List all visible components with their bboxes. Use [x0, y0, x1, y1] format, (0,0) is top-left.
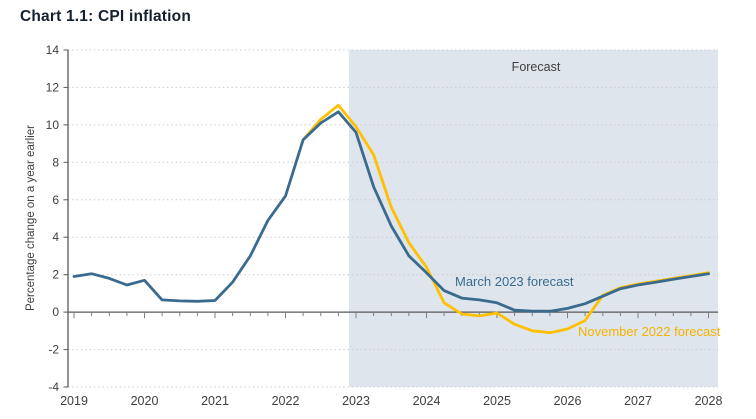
x-tick-label: 2027 [624, 394, 652, 408]
y-tick-label: -4 [48, 380, 59, 394]
series-label-march-2023-forecast: March 2023 forecast [455, 274, 574, 289]
x-tick-label: 2028 [695, 394, 723, 408]
x-tick-label: 2025 [483, 394, 511, 408]
forecast-region-label: Forecast [511, 60, 561, 74]
x-tick-label: 2023 [342, 394, 370, 408]
x-tick-label: 2019 [60, 394, 88, 408]
x-tick-label: 2022 [272, 394, 300, 408]
y-tick-label: 8 [52, 155, 59, 169]
chart-title: Chart 1.1: CPI inflation [20, 8, 192, 25]
y-tick-label: 10 [46, 118, 60, 132]
x-tick-label: 2021 [201, 394, 229, 408]
y-tick-label: 2 [52, 268, 59, 282]
x-tick-label: 2024 [413, 394, 441, 408]
y-tick-label: 6 [52, 193, 59, 207]
y-tick-label: 12 [46, 80, 60, 94]
x-tick-label: 2026 [554, 394, 582, 408]
series-line-march-2023-forecast [72, 110, 710, 313]
series-label-november-2022-forecast: November 2022 forecast [578, 324, 721, 339]
y-tick-label: 0 [52, 305, 59, 319]
y-tick-label: -2 [48, 343, 59, 357]
x-tick-label: 2020 [131, 394, 159, 408]
y-tick-label: 14 [46, 43, 60, 57]
y-tick-label: 4 [52, 230, 59, 244]
